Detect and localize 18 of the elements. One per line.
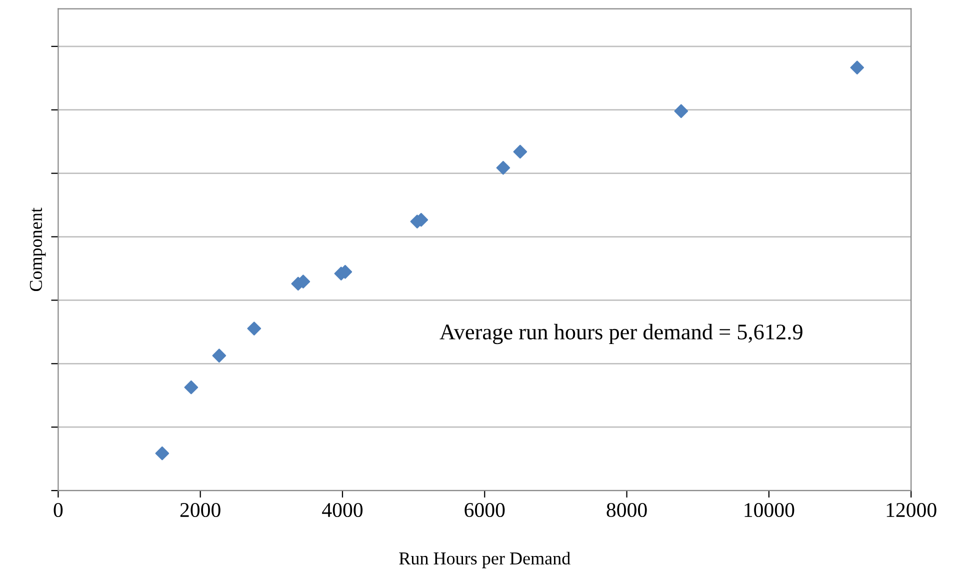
point (184, 380, 198, 394)
point (513, 144, 528, 159)
annotation: Average run hours per demand = 5,612.9 (440, 324, 802, 344)
x-tick-label: 10000 (744, 502, 794, 518)
x-tick-label: 12000 (886, 502, 936, 518)
point (850, 60, 864, 74)
x-tick-label: 4000 (322, 502, 363, 518)
point (155, 446, 170, 460)
point (496, 160, 510, 175)
point (674, 104, 688, 118)
y-axis-title: Component (30, 208, 46, 292)
x-tick-label: 6000 (464, 502, 505, 518)
x-tick-label: 8000 (606, 502, 647, 518)
x-tick-label: 2000 (180, 502, 220, 518)
point (247, 322, 262, 336)
point (212, 348, 226, 363)
x-tick-label: 0 (54, 502, 63, 518)
x-axis-title: Run Hours per Demand (399, 552, 570, 568)
